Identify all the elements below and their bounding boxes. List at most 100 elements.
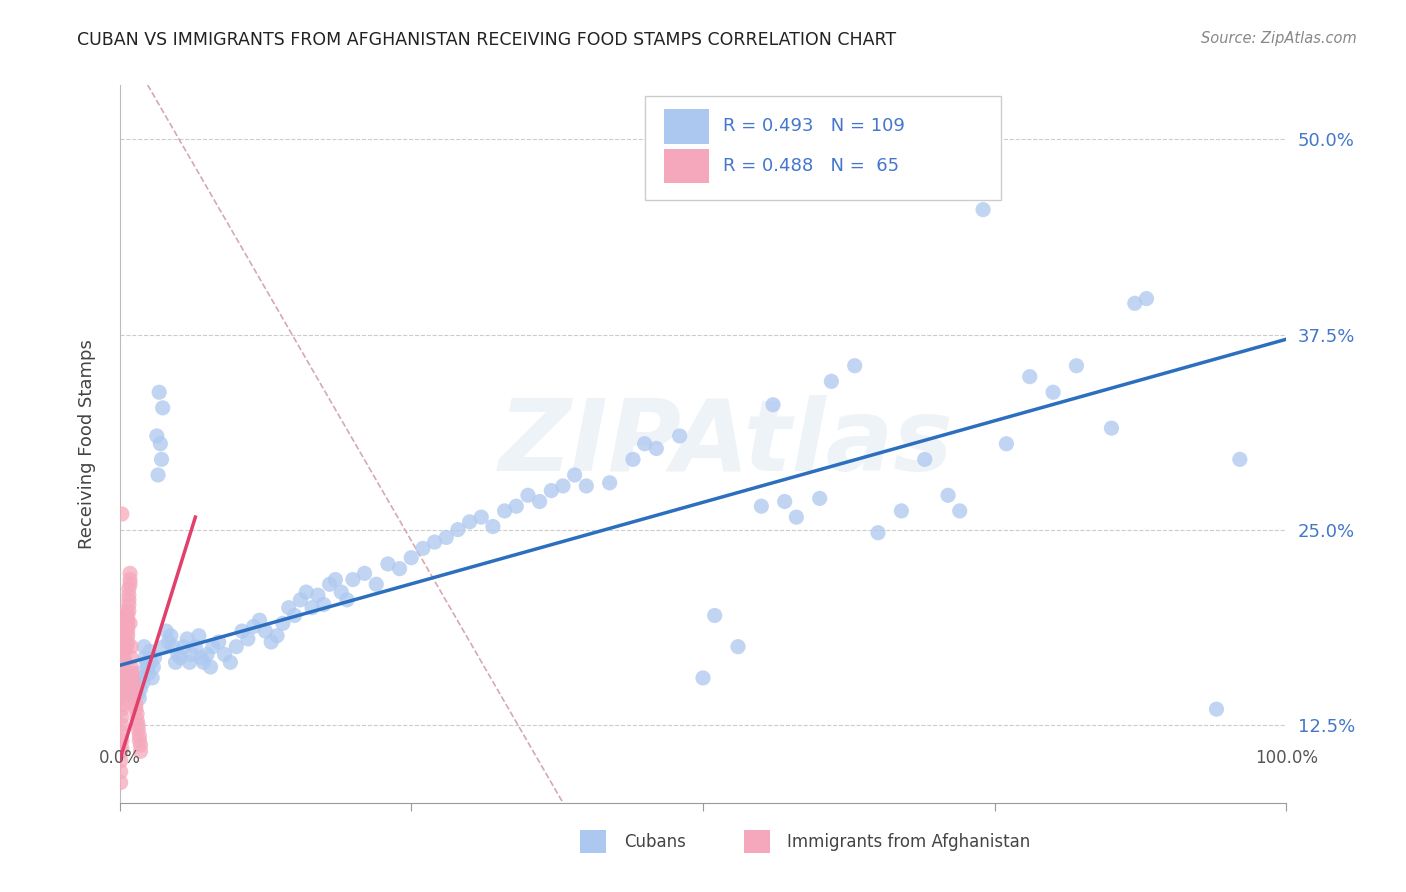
Point [118,616,141,631]
Point [599,475,621,490]
Point [645,442,668,456]
Point [242,619,264,633]
Point [1135,292,1157,306]
Point [142,660,165,674]
Point [866,525,890,540]
Point [157,635,180,649]
Point [290,592,312,607]
Point [727,640,749,654]
Text: R = 0.488   N =  65: R = 0.488 N = 65 [723,157,898,175]
Point [118,588,141,602]
Point [127,717,149,731]
Point [121,681,143,696]
Point [890,504,912,518]
Point [114,635,136,649]
Point [138,666,160,681]
Point [124,687,146,701]
Point [949,504,972,518]
Point [111,733,134,747]
Point [179,655,201,669]
Point [118,582,141,596]
Point [225,640,247,654]
Point [1018,369,1040,384]
Point [143,650,166,665]
Point [703,608,725,623]
Point [377,557,399,571]
Point [127,723,149,737]
Point [111,691,134,706]
Point [141,671,163,685]
Point [193,655,215,669]
Point [150,452,173,467]
Point [114,619,136,633]
Point [112,660,135,674]
Text: Cubans: Cubans [624,832,686,851]
Point [112,671,135,685]
Point [117,608,139,623]
Point [120,660,142,674]
Point [111,507,134,521]
Point [146,468,169,483]
Point [785,510,807,524]
FancyBboxPatch shape [665,149,709,183]
Point [129,681,152,696]
Text: Source: ZipAtlas.com: Source: ZipAtlas.com [1201,31,1357,46]
Point [1123,296,1146,310]
Point [762,398,785,412]
Point [162,640,184,654]
Point [173,640,195,654]
Point [120,650,142,665]
Point [353,566,375,581]
Point [132,640,155,654]
Point [111,660,134,674]
Point [751,500,773,514]
Point [169,650,191,665]
Text: Immigrants from Afghanistan: Immigrants from Afghanistan [787,832,1031,851]
Point [505,500,527,514]
Point [121,666,143,681]
Text: 100.0%: 100.0% [1256,749,1317,767]
Point [149,437,172,451]
Point [201,640,224,654]
Point [564,468,586,483]
Point [125,698,148,712]
Point [110,648,132,662]
Point [301,600,323,615]
Point [214,648,236,662]
Point [447,523,470,537]
Point [110,754,132,768]
Point [148,385,170,400]
Point [342,573,364,587]
Point [1099,421,1122,435]
Point [434,530,457,544]
Point [808,491,831,506]
Point [312,598,335,612]
Point [155,624,177,639]
Point [152,401,174,415]
Point [540,483,562,498]
Point [458,515,481,529]
Point [135,655,157,669]
Point [494,504,516,518]
Point [1205,702,1227,716]
Point [551,479,574,493]
Point [118,573,141,587]
Point [125,713,148,727]
Text: 0.0%: 0.0% [98,749,141,767]
Point [1229,452,1251,467]
Point [773,494,796,508]
Point [117,681,139,696]
Point [129,738,152,752]
Point [111,741,134,756]
Point [318,577,340,591]
Point [128,733,150,747]
Point [129,744,152,758]
Point [184,640,207,654]
Point [128,729,150,743]
Point [219,655,242,669]
Point [249,613,271,627]
Point [118,679,141,693]
Point [972,202,994,217]
Point [146,429,169,443]
Point [190,650,212,665]
